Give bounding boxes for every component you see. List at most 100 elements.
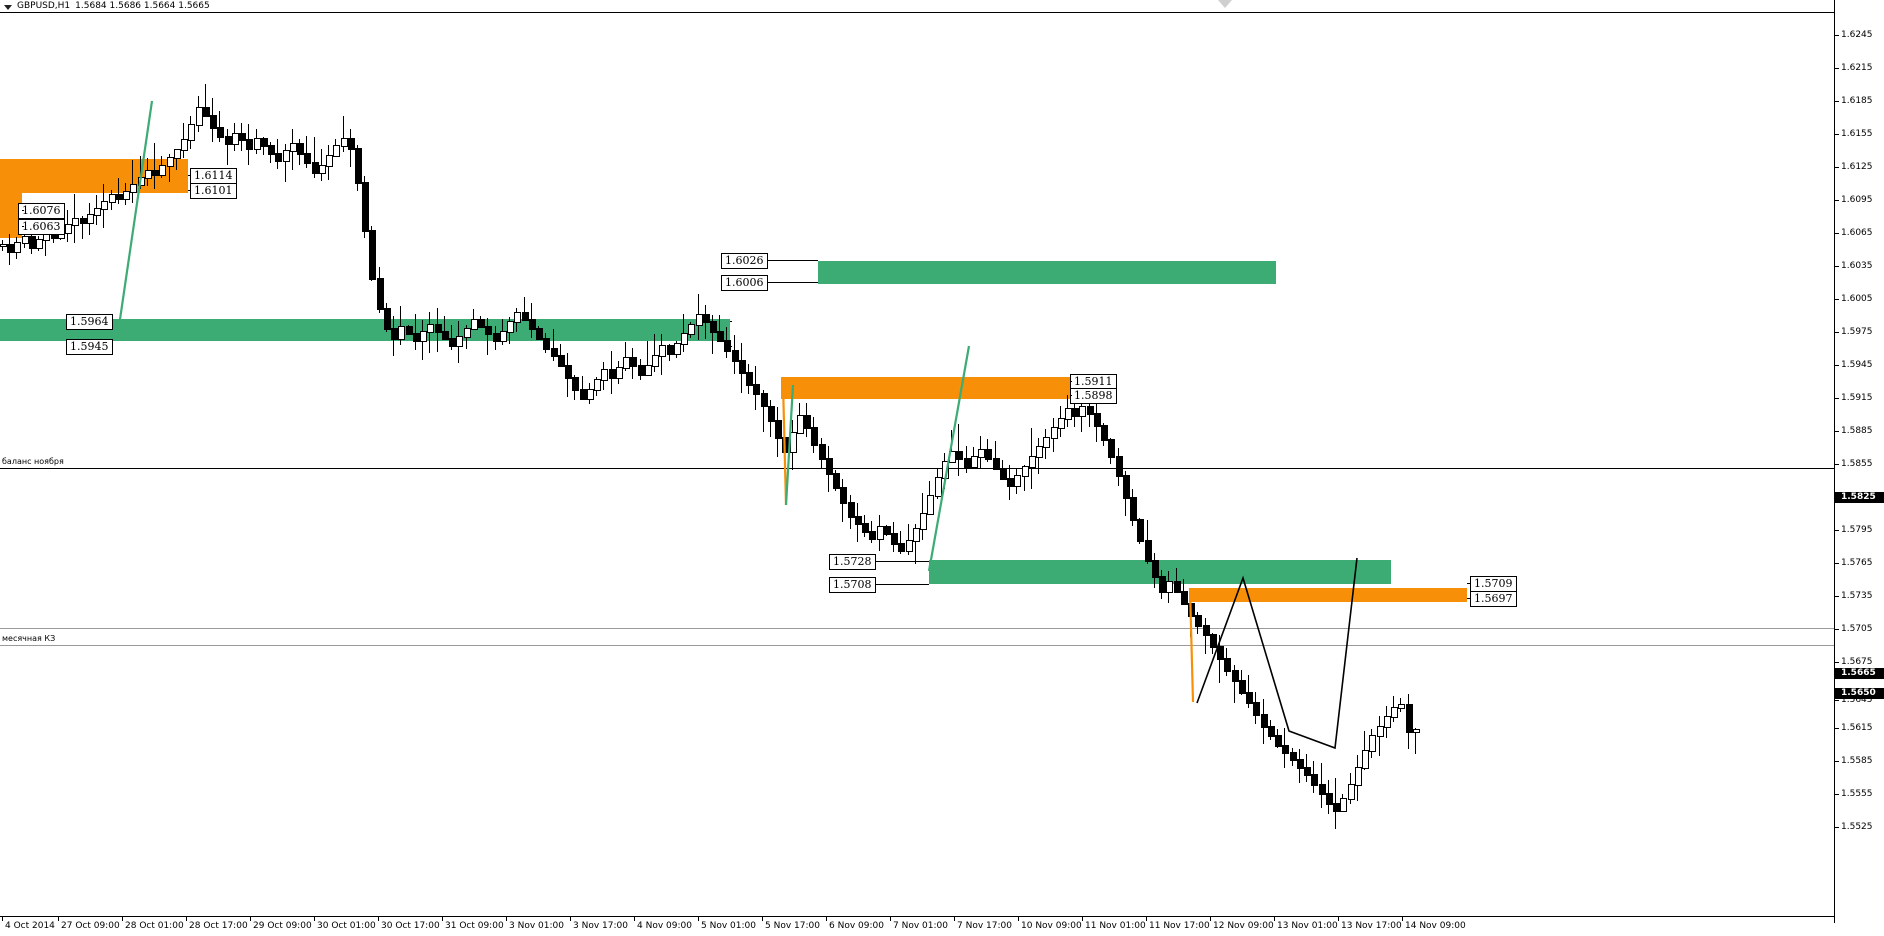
price-axis-tick-label: 1.6185 (1841, 96, 1873, 106)
tick-mark (1835, 761, 1839, 762)
price-tag-leader-line (188, 175, 190, 176)
price-axis-tick: 1.6155 (1835, 129, 1884, 140)
price-axis-tick-label: 1.5825 (1841, 492, 1876, 502)
tick-mark (1835, 700, 1839, 701)
tick-mark (1835, 794, 1839, 795)
tick-mark (378, 917, 379, 921)
price-tag-1-5898: 1.5898 (1070, 388, 1117, 404)
tick-mark (1835, 827, 1839, 828)
price-axis-tick: 1.5885 (1835, 426, 1884, 437)
price-axis-tick: 1.5855 (1835, 459, 1884, 470)
price-axis-tick-label: 1.6005 (1841, 294, 1873, 304)
candle-body-bullish (688, 323, 695, 336)
candle-wick (314, 137, 315, 178)
demand-zone-1-5964[interactable] (0, 319, 730, 341)
supply-zone-1-5709[interactable] (1189, 588, 1467, 602)
time-axis-tick-label: 28 Oct 01:00 (125, 921, 184, 931)
candle-body-bullish (283, 150, 290, 162)
candle-body-bearish (1253, 701, 1260, 716)
candle-body-bullish (188, 123, 195, 142)
candle-body-bearish (717, 330, 724, 343)
monthly-kz-line[interactable] (0, 645, 1834, 646)
candle-body-bearish (993, 458, 1000, 471)
candle-body-bullish (1348, 783, 1355, 800)
candle-body-bearish (1319, 783, 1326, 796)
candle-body-bullish (123, 191, 130, 201)
price-axis-tick-label: 1.6215 (1841, 63, 1873, 73)
candle-body-bearish (551, 347, 558, 357)
candle-body-bearish (956, 451, 963, 461)
candle-body-bullish (341, 138, 348, 148)
candle-body-bearish (1116, 456, 1123, 478)
price-tag-leader-line (1467, 598, 1470, 599)
time-axis-tick-label: 12 Nov 09:00 (1213, 921, 1274, 931)
candle-body-bearish (667, 345, 674, 355)
candle-wick (285, 144, 286, 182)
time-axis-tick-label: 7 Nov 17:00 (957, 921, 1012, 931)
demand-zone-1-6026[interactable] (818, 261, 1276, 284)
chart-ohlc-label: 1.5684 1.5686 1.5664 1.5665 (75, 1, 210, 11)
candle-body-bullish (101, 200, 108, 211)
tick-mark (1835, 101, 1839, 102)
candle-body-bearish (710, 321, 717, 333)
price-axis[interactable]: 1.6245 1.6215 1.6185 1.6155 1.6125 1.6095 1.60… (1835, 0, 1884, 916)
price-axis-tick-label: 1.6065 (1841, 228, 1873, 238)
candle-body-bearish (840, 487, 847, 504)
time-axis-tick-label: 11 Nov 01:00 (1085, 921, 1146, 931)
candle-wick (719, 315, 720, 343)
candle-body-bearish (862, 523, 869, 533)
tick-mark (1835, 35, 1839, 36)
candle-body-bullish (616, 366, 623, 379)
candle-body-bearish (1326, 793, 1333, 805)
candle-body-bullish (196, 106, 203, 126)
candle-wick (900, 530, 901, 554)
price-axis-tick-label: 1.6155 (1841, 129, 1873, 139)
candle-body-bullish (1355, 766, 1362, 786)
price-axis-tick-label: 1.5615 (1841, 723, 1873, 733)
tick-mark (826, 917, 827, 921)
chart-plot-area[interactable]: баланс ноября месячная КЗ 1.6076 1.6063 1.6… (0, 13, 1834, 916)
price-axis-line (1834, 0, 1835, 923)
current-price-line[interactable] (0, 628, 1834, 629)
tick-mark (890, 917, 891, 921)
chevron-down-icon[interactable] (4, 4, 12, 10)
price-tag-leader-line (1070, 381, 1072, 382)
candle-wick (219, 111, 220, 143)
supply-zone-1-5911[interactable] (781, 377, 1070, 399)
candle-body-bearish (522, 311, 529, 321)
tick-mark (186, 917, 187, 921)
candle-body-bearish (355, 147, 362, 184)
candle-body-bearish (565, 364, 572, 379)
candle-body-bearish (739, 359, 746, 374)
candle-body-bullish (326, 155, 333, 167)
candle-body-bearish (891, 533, 898, 545)
candle-body-bullish (1014, 475, 1021, 487)
candle-body-bearish (1297, 759, 1304, 769)
price-axis-tick: 1.5555 (1835, 789, 1884, 800)
tick-mark (634, 917, 635, 921)
tick-mark (1835, 662, 1839, 663)
supply-zone-left-edge[interactable] (0, 190, 22, 238)
price-tag-leader-line (730, 321, 732, 322)
price-axis-tick-label: 1.5855 (1841, 459, 1873, 469)
candle-wick (343, 116, 344, 152)
tick-mark (1018, 917, 1019, 921)
candle-body-bearish (406, 326, 413, 336)
tick-mark (1835, 629, 1839, 630)
time-axis[interactable]: 4 Oct 2014 27 Oct 09:00 28 Oct 01:00 28 Oct… (0, 917, 1834, 936)
candle-body-bearish (246, 139, 253, 150)
balance-november-line[interactable] (0, 468, 1834, 469)
candle-body-bearish (1152, 559, 1159, 579)
price-axis-tick-label: 1.5675 (1841, 657, 1873, 667)
time-axis-tick-label: 13 Nov 01:00 (1277, 921, 1338, 931)
candle-body-bearish (869, 530, 876, 540)
price-axis-tick-label: 1.5650 (1841, 688, 1876, 698)
candle-wick (1024, 465, 1025, 491)
candle-body-bearish (630, 357, 637, 367)
candle-body-bearish (80, 217, 87, 225)
candle-body-bullish (913, 528, 920, 543)
candle-body-bearish (152, 169, 159, 177)
tick-mark (1835, 134, 1839, 135)
price-axis-tick: 1.5675 (1835, 657, 1884, 668)
candle-body-bearish (1145, 540, 1152, 562)
